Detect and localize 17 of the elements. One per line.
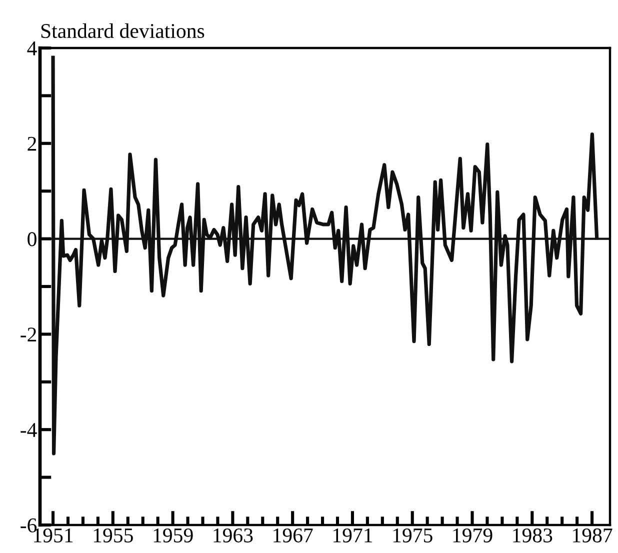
x-tick-label: 1955 bbox=[94, 528, 133, 542]
y-tick-label: -6 bbox=[20, 518, 37, 532]
x-tick-label: 1975 bbox=[393, 528, 432, 542]
x-tick-label: 1971 bbox=[333, 528, 372, 542]
x-tick-label: 1951 bbox=[34, 528, 73, 542]
x-tick-label: 1963 bbox=[214, 528, 253, 542]
y-tick-label: -4 bbox=[20, 423, 37, 437]
y-tick-label: 0 bbox=[28, 232, 36, 246]
x-tick-label: 1979 bbox=[453, 528, 492, 542]
y-tick-label: -2 bbox=[20, 328, 36, 342]
x-tick-label: 1959 bbox=[154, 528, 193, 542]
x-tick-label: 1983 bbox=[513, 528, 552, 542]
y-axis-title: Standard deviations bbox=[41, 23, 204, 38]
y-tick-label: 2 bbox=[28, 136, 36, 151]
x-tick-label: 1987 bbox=[573, 528, 612, 542]
y-tick-label: 4 bbox=[27, 42, 37, 56]
x-tick-label: 1967 bbox=[274, 528, 313, 542]
